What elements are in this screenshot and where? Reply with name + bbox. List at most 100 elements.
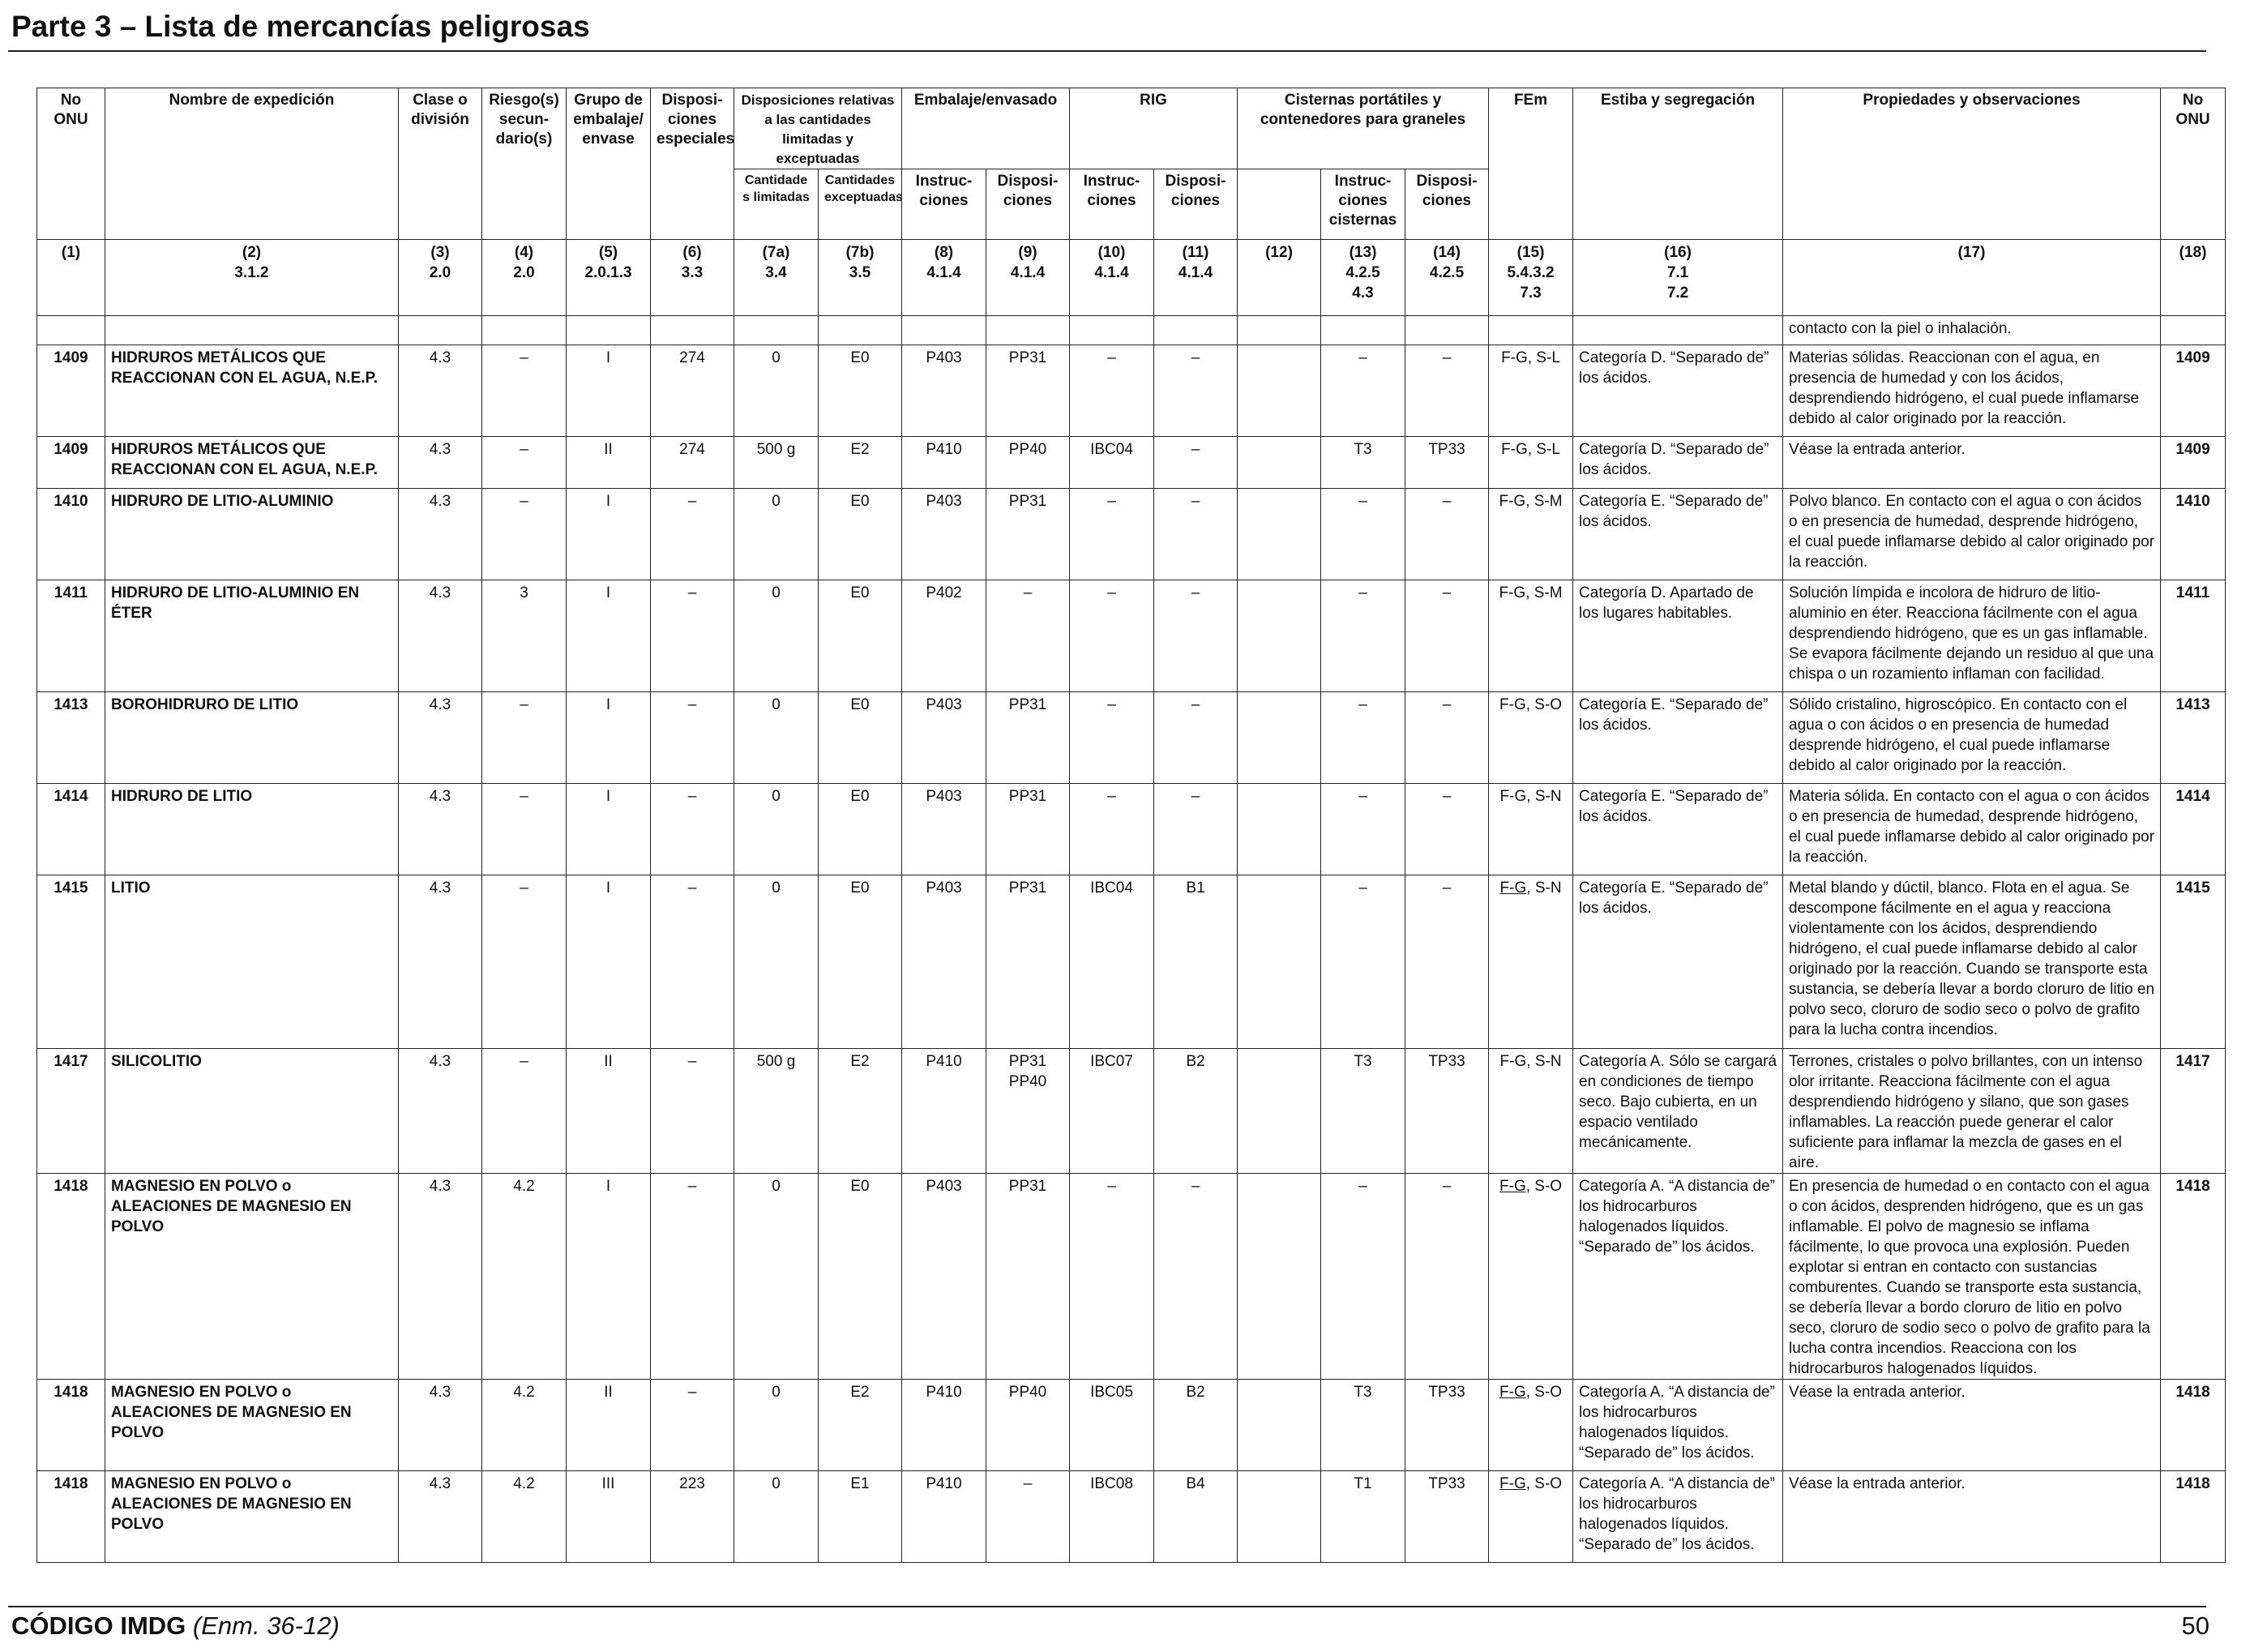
un-number-right-cell: 1413 [2160, 691, 2226, 784]
class-cell: 4.3 [398, 783, 482, 875]
colnum-cell: (15) 5.4.3.2 7.3 [1488, 239, 1574, 316]
packing-provision-cell: – [986, 580, 1071, 692]
excepted-quantity-cell: E0 [817, 875, 903, 1049]
col12-cell [1237, 783, 1322, 875]
properties-cell: Materia sólida. En contacto con el agua … [1782, 783, 2162, 875]
tank-provision-cell: – [1405, 488, 1490, 580]
ibc-provision-cell: – [1153, 1173, 1238, 1380]
table-row: 1409 HIDRUROS METÁLICOS QUE REACCIONAN CO… [36, 436, 2226, 489]
header-disposiciones-especiales: Disposi-ciones especiales [650, 88, 734, 240]
tank-provision-cell: TP33 [1405, 1048, 1490, 1174]
continuation-text: contacto con la piel o inhalación. [1782, 315, 2162, 345]
class-cell: 4.3 [398, 580, 482, 692]
ems-code: , S-O [1525, 1475, 1563, 1492]
ems-code: F-G, S-M [1499, 493, 1563, 510]
special-provisions-cell: – [650, 783, 734, 875]
tank-instruction-cell: – [1320, 691, 1406, 784]
subsidiary-risk-cell: – [481, 691, 567, 784]
ems-cell: F-G, S-O [1488, 1173, 1574, 1380]
dangerous-goods-table-wrapper: No ONU Nombre de expedición Clase o divi… [36, 88, 2226, 1563]
properties-cell: Véase la entrada anterior. [1782, 436, 2162, 489]
un-number-right-cell: 1409 [2160, 436, 2226, 489]
un-number-cell: 1417 [36, 1048, 105, 1174]
packing-provision-cell: PP31 PP40 [986, 1048, 1071, 1174]
tank-instruction-cell: – [1320, 488, 1406, 580]
data-rows: 1409 HIDRUROS METÁLICOS QUE REACCIONAN CO… [36, 345, 2226, 1563]
footer-code: CÓDIGO IMDG (Enm. 36-12) [11, 1611, 340, 1641]
header-cisternas: Cisternas portátiles y contenedores para… [1237, 88, 1490, 169]
special-provisions-cell: 274 [650, 436, 734, 489]
header-clase: Clase o división [398, 88, 482, 240]
limited-quantity-cell: 0 [734, 1173, 819, 1380]
class-cell: 4.3 [398, 691, 482, 784]
ibc-instruction-cell: – [1069, 580, 1155, 692]
packing-instruction-cell: P403 [901, 345, 987, 437]
table-row: 1418 MAGNESIO EN POLVO o ALEACIONES DE MA… [36, 1470, 2226, 1563]
table-row: 1418 MAGNESIO EN POLVO o ALEACIONES DE MA… [36, 1379, 2226, 1471]
header-rig: RIG [1069, 88, 1238, 169]
ibc-instruction-cell: IBC05 [1069, 1379, 1155, 1471]
un-number-right-cell: 1414 [2160, 783, 2226, 875]
ems-code: F-G, S-L [1501, 441, 1560, 458]
tank-provision-cell: – [1405, 1173, 1490, 1380]
colnum-cell: (9) 4.1.4 [986, 239, 1071, 316]
shipping-name-cell: MAGNESIO EN POLVO o ALEACIONES DE MAGNES… [105, 1470, 399, 1563]
stowage-cell: Categoría A. “A distancia de” los hidroc… [1572, 1173, 1784, 1380]
class-cell: 4.3 [398, 488, 482, 580]
ibc-provision-cell: B1 [1153, 875, 1238, 1049]
table-row: 1415 LITIO 4.3– I –0 E0 P403 PP31 IBC04 B1– – F-G, … [36, 875, 2226, 1049]
ems-cell: F-G, S-M [1488, 488, 1574, 580]
col12-cell [1237, 875, 1322, 1049]
un-number-right-cell: 1418 [2160, 1470, 2226, 1563]
limited-quantity-cell: 0 [734, 1379, 819, 1471]
excepted-quantity-cell: E2 [817, 1379, 903, 1471]
stowage-cell: Categoría D. “Separado de” los ácidos. [1572, 436, 1784, 489]
shipping-name-cell: LITIO [105, 875, 399, 1049]
ems-cell: F-G, S-N [1488, 1048, 1574, 1174]
footer-divider [8, 1606, 2206, 1607]
page-title: Parte 3 – Lista de mercancías peligrosas [11, 10, 590, 43]
tank-instruction-cell: T1 [1320, 1470, 1406, 1563]
properties-cell: Terrones, cristales o polvo brillantes, … [1782, 1048, 2162, 1174]
limited-quantity-cell: 0 [734, 1470, 819, 1563]
continuation-row: contacto con la piel o inhalación. [36, 315, 2226, 345]
excepted-quantity-cell: E1 [817, 1470, 903, 1563]
un-number-right-cell: 1415 [2160, 875, 2226, 1049]
ibc-provision-cell: – [1153, 488, 1238, 580]
ems-code: , S-N [1526, 879, 1562, 897]
ibc-provision-cell: – [1153, 691, 1238, 784]
footer-code-name: CÓDIGO IMDG [11, 1611, 186, 1640]
subsidiary-risk-cell: 4.2 [481, 1379, 567, 1471]
shipping-name-cell: MAGNESIO EN POLVO o ALEACIONES DE MAGNES… [105, 1379, 399, 1471]
packing-group-cell: I [566, 1173, 651, 1380]
un-number-cell: 1413 [36, 691, 105, 784]
special-provisions-cell: 223 [650, 1470, 734, 1563]
stowage-cell: Categoría D. “Separado de” los ácidos. [1572, 345, 1784, 437]
special-provisions-cell: – [650, 1048, 734, 1174]
packing-group-cell: III [566, 1470, 651, 1563]
special-provisions-cell: – [650, 691, 734, 784]
col12-cell [1237, 1048, 1322, 1174]
packing-group-cell: I [566, 345, 651, 437]
header-nombre: Nombre de expedición [105, 88, 399, 240]
properties-cell: Solución límpida e incolora de hidruro d… [1782, 580, 2162, 692]
table-row: 1411 HIDRURO DE LITIO-ALUMINIO EN ÉTER 4.3… [36, 580, 2226, 692]
header-embalaje-disposiciones: Disposi-ciones [986, 169, 1071, 240]
packing-instruction-cell: P410 [901, 436, 987, 489]
stowage-cell: Categoría A. “A distancia de” los hidroc… [1572, 1470, 1784, 1563]
colnum-cell: (3) 2.0 [398, 239, 482, 316]
tank-instruction-cell: T3 [1320, 436, 1406, 489]
colnum-cell: (8) 4.1.4 [901, 239, 987, 316]
ibc-instruction-cell: IBC04 [1069, 875, 1155, 1049]
packing-group-cell: I [566, 488, 651, 580]
table-row: 1414 HIDRURO DE LITIO 4.3– I –0 E0 P403 PP31– – –… [36, 783, 2226, 875]
special-provisions-cell: – [650, 1173, 734, 1380]
ems-fire-code: F-G [1499, 1178, 1526, 1195]
packing-group-cell: II [566, 436, 651, 489]
subsidiary-risk-cell: – [481, 436, 567, 489]
header-embalaje: Embalaje/envasado [901, 88, 1071, 169]
ibc-provision-cell: B2 [1153, 1048, 1238, 1174]
colnum-cell: (4) 2.0 [481, 239, 567, 316]
header-row-sub: Cantidade s limitadas Cantidades exceptu… [37, 169, 2226, 240]
ems-cell: F-G, S-O [1488, 691, 1574, 784]
